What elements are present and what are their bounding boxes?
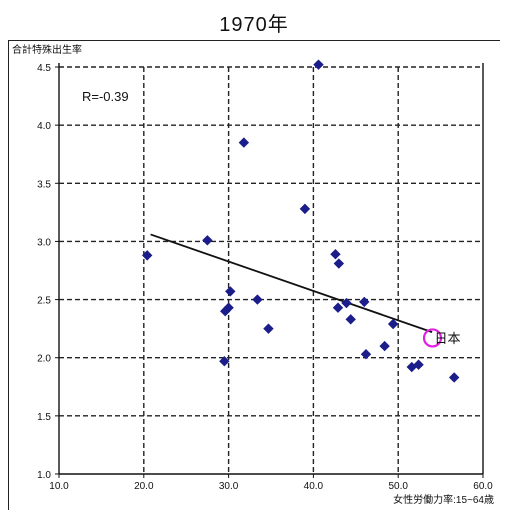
data-point <box>141 250 153 261</box>
trendline-layer <box>150 233 433 333</box>
data-point <box>330 249 341 260</box>
grid-layer <box>59 66 483 474</box>
data-point <box>387 318 399 330</box>
axes-layer <box>55 63 484 478</box>
data-point <box>299 203 311 215</box>
y-tick-label: 1.5 <box>37 412 51 423</box>
y-tick-label: 4.0 <box>37 121 51 132</box>
y-tick-label: 1.0 <box>37 470 51 481</box>
data-point <box>332 302 344 313</box>
highlight-circle <box>422 328 443 348</box>
data-point <box>341 297 352 309</box>
data-point <box>359 296 370 308</box>
y-axis-label: 合計特殊出生率 <box>12 45 82 56</box>
data-point <box>252 294 263 305</box>
x-axis-label: 女性労働力率:15~64歳 <box>393 495 494 506</box>
x-tick-label: 60.0 <box>473 481 493 492</box>
highlight-label: 日本 <box>435 331 461 346</box>
data-point <box>345 314 356 325</box>
y-tick-label: 3.0 <box>37 237 51 248</box>
data-point <box>379 340 390 352</box>
chart-title: 1970年 <box>219 14 289 36</box>
data-point <box>223 302 234 313</box>
data-point <box>448 372 460 383</box>
highlight-layer: 日本 <box>422 328 461 348</box>
points-layer <box>141 59 460 383</box>
data-point <box>413 359 424 370</box>
x-tick-label: 40.0 <box>304 481 324 492</box>
x-tick-label: 50.0 <box>388 481 408 492</box>
data-point <box>263 323 274 334</box>
chart-frame <box>8 40 500 510</box>
data-point <box>202 235 213 246</box>
y-tick-label: 3.5 <box>37 179 51 190</box>
correlation-label: R=-0.39 <box>82 89 129 104</box>
tick-labels-layer: 10.0 20.0 30.0 40.0 50.0 60.0 1.0 1.5 2.0 2.5 3.0 3… <box>37 63 493 492</box>
x-tick-label: 30.0 <box>219 481 239 492</box>
data-point <box>313 59 324 70</box>
data-point <box>333 258 345 269</box>
data-point <box>225 286 236 297</box>
x-tick-label: 10.0 <box>49 481 69 492</box>
trendline <box>150 233 433 333</box>
y-tick-label: 2.5 <box>37 296 51 307</box>
y-tick-label: 4.5 <box>37 63 51 74</box>
x-tick-label: 20.0 <box>134 481 154 492</box>
data-point <box>219 356 230 367</box>
data-point <box>238 137 250 148</box>
y-tick-label: 2.0 <box>37 354 51 365</box>
data-point <box>360 349 372 360</box>
